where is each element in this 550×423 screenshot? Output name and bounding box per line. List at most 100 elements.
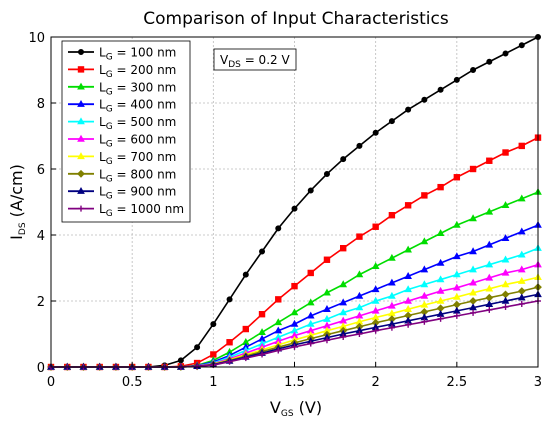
- data-point: [485, 273, 494, 281]
- legend-label-main: L: [99, 202, 106, 216]
- data-point: [469, 214, 477, 222]
- legend-label-sub: G: [106, 140, 113, 150]
- legend-label-rest: = 1000 nm: [113, 202, 184, 216]
- data-point: [226, 339, 233, 346]
- data-point: [259, 248, 266, 255]
- y-axis-label-sub: DS: [18, 222, 28, 235]
- data-point: [356, 331, 363, 337]
- data-point: [226, 358, 233, 365]
- data-point: [290, 308, 299, 316]
- legend-entry: LG = 700 nm: [68, 150, 176, 167]
- legend-label-rest: = 700 nm: [113, 150, 177, 164]
- data-point: [323, 288, 331, 296]
- data-point: [371, 285, 380, 293]
- legend-swatch-marker: [78, 49, 84, 55]
- data-point: [404, 202, 412, 209]
- data-point: [372, 223, 379, 230]
- legend-label-main: L: [99, 80, 106, 94]
- legend-label: LG = 500 nm: [99, 115, 176, 132]
- data-point: [502, 50, 509, 57]
- data-point: [485, 300, 494, 307]
- data-point: [371, 296, 380, 304]
- data-point: [194, 363, 201, 370]
- data-point: [307, 269, 314, 277]
- x-tick-label: 2: [372, 375, 380, 390]
- data-point: [340, 245, 347, 252]
- data-point: [437, 86, 444, 93]
- data-point: [307, 187, 314, 194]
- legend-entry: LG = 100 nm: [68, 46, 176, 63]
- data-point: [486, 157, 493, 164]
- legend-label-sub: G: [106, 53, 113, 63]
- x-axis-label: VGS (V): [270, 398, 322, 419]
- legend-label-sub: G: [106, 209, 113, 219]
- data-point: [501, 268, 510, 276]
- legend-label-main: L: [99, 46, 106, 60]
- data-point: [518, 300, 525, 307]
- legend-entry: LG = 900 nm: [68, 185, 176, 202]
- legend-entry: LG = 500 nm: [68, 115, 176, 132]
- data-point: [517, 287, 526, 296]
- data-point: [404, 272, 412, 279]
- legend-swatch-marker: [77, 169, 85, 178]
- data-point: [371, 262, 380, 270]
- data-point: [502, 149, 509, 156]
- x-tick-label: 2.5: [446, 375, 467, 390]
- legend-label-main: L: [99, 150, 106, 164]
- data-point: [388, 278, 396, 286]
- data-point: [453, 312, 460, 319]
- legend-label-sub: G: [106, 105, 113, 115]
- legend-entry: LG = 300 nm: [68, 80, 176, 97]
- data-point: [485, 240, 494, 248]
- data-point: [372, 129, 379, 136]
- data-point: [274, 318, 283, 326]
- data-point: [275, 296, 282, 303]
- data-point: [485, 293, 494, 302]
- data-point: [404, 296, 412, 304]
- vds-annotation-box: [213, 48, 297, 71]
- data-point: [420, 300, 429, 308]
- legend-label-rest: = 300 nm: [113, 80, 177, 94]
- x-axis-label-sub: GS: [281, 409, 294, 419]
- legend-label-rest: = 600 nm: [113, 133, 177, 147]
- data-point: [453, 174, 461, 181]
- data-point: [485, 207, 494, 215]
- data-point: [388, 253, 396, 261]
- vds-annotation-rest: = 0.2 V: [241, 53, 291, 67]
- data-point: [323, 314, 331, 322]
- data-point: [469, 288, 477, 296]
- data-point: [469, 247, 477, 255]
- data-point: [405, 321, 412, 328]
- data-point: [371, 306, 380, 314]
- legend-label: LG = 800 nm: [99, 167, 176, 184]
- legend-label-rest: = 900 nm: [113, 185, 177, 199]
- data-point: [469, 278, 477, 286]
- x-tick-label: 0.5: [122, 375, 143, 390]
- data-point: [517, 227, 526, 235]
- chart-title: Comparison of Input Characteristics: [143, 9, 449, 29]
- legend-label-sub: G: [106, 157, 113, 167]
- legend-label-main: L: [99, 185, 106, 199]
- data-point: [306, 311, 315, 319]
- x-axis-label-unit: (V): [294, 398, 323, 417]
- legend-entry: LG = 600 nm: [68, 133, 176, 150]
- data-point: [355, 270, 364, 278]
- legend-label-rest: = 500 nm: [113, 115, 177, 129]
- y-axis-label-unit: (A/cm): [7, 164, 26, 222]
- legend-label-sub: G: [106, 174, 113, 184]
- legend-swatch-marker: [77, 66, 85, 73]
- data-point: [518, 142, 525, 150]
- data-point: [469, 297, 477, 305]
- data-point: [405, 106, 412, 113]
- legend-label: LG = 100 nm: [99, 46, 176, 63]
- legend-label-sub: G: [106, 122, 113, 132]
- vds-annotation: VDS = 0.2 V: [213, 48, 297, 71]
- legend-label: LG = 700 nm: [99, 150, 176, 167]
- legend-label-sub: G: [106, 192, 113, 202]
- data-point: [388, 301, 396, 309]
- data-point: [501, 290, 510, 299]
- legend-label: LG = 900 nm: [99, 185, 176, 202]
- data-point: [436, 296, 445, 304]
- y-axis-label: IDS (A/cm): [7, 164, 28, 240]
- data-point: [404, 245, 412, 253]
